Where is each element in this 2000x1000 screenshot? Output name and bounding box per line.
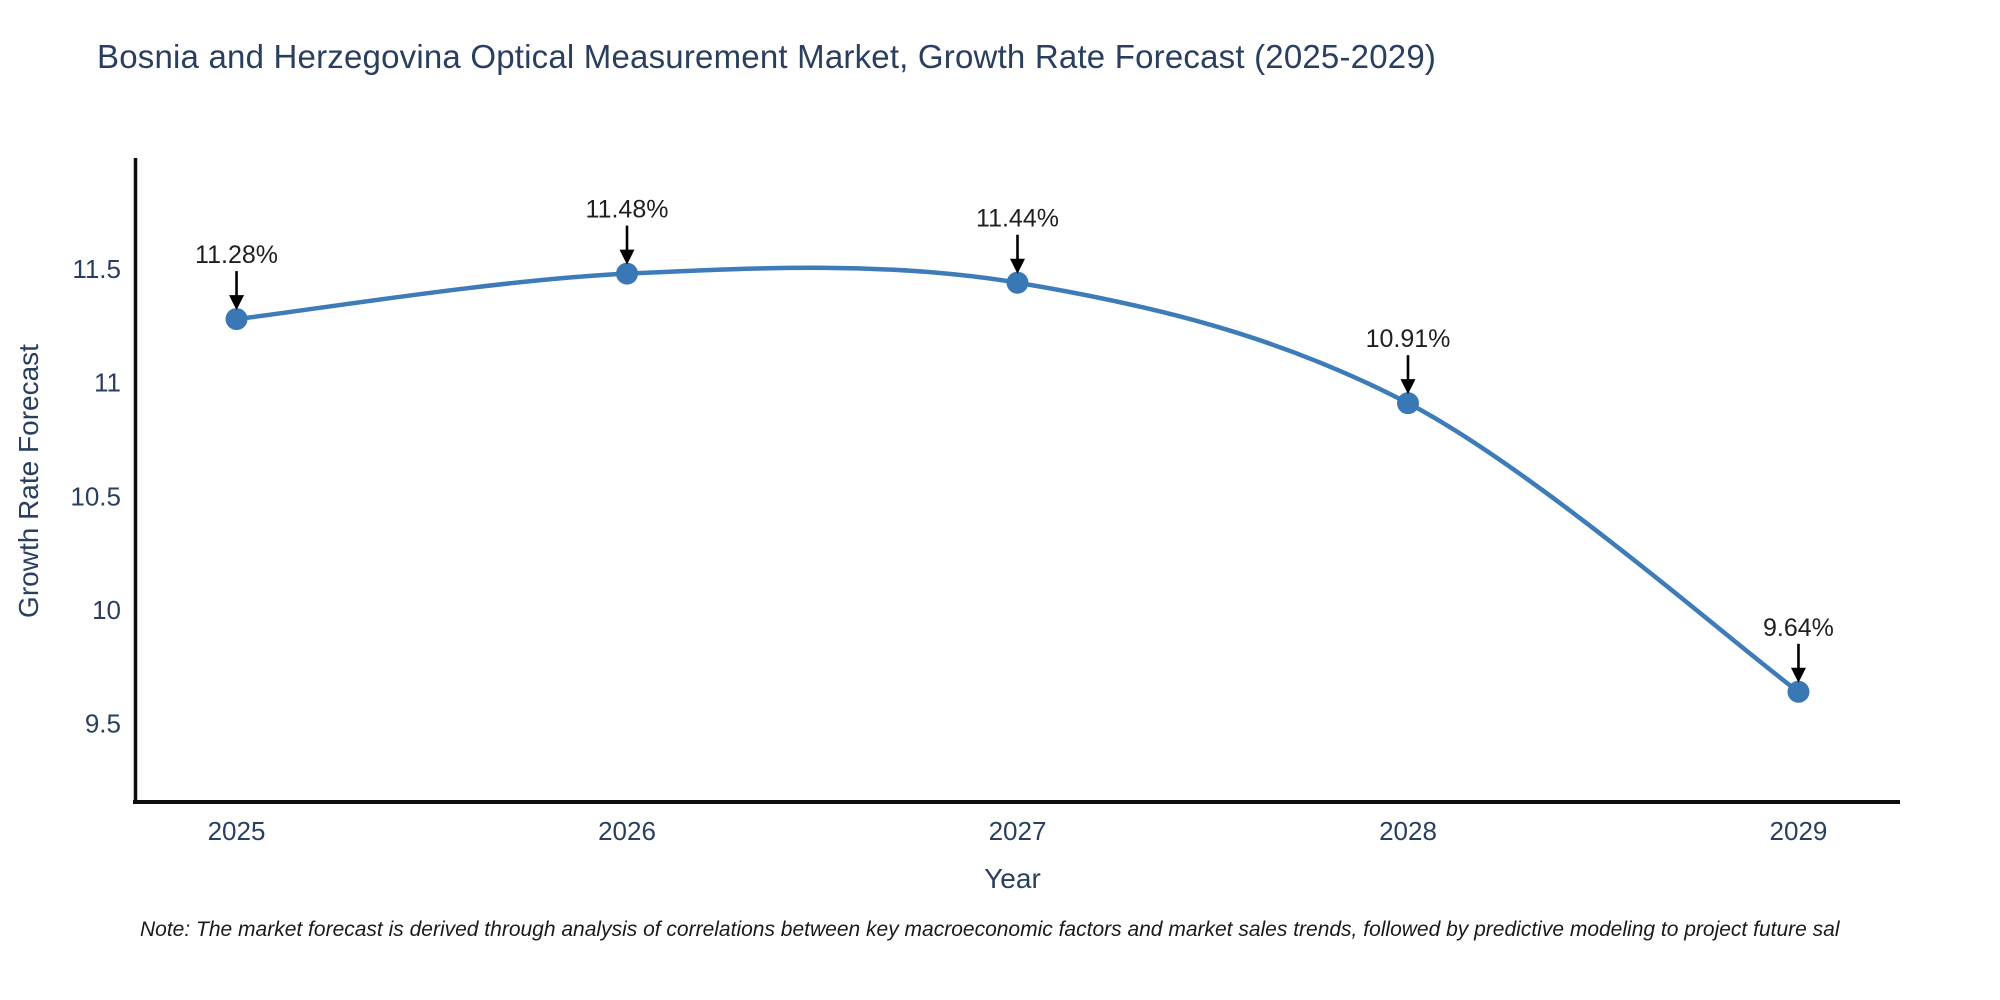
trend-line xyxy=(234,265,1801,695)
data-point-2027[interactable] xyxy=(1006,271,1029,294)
y-tick-label: 9.5 xyxy=(85,709,121,739)
x-tick-label: 2025 xyxy=(208,816,266,846)
y-tick-label: 10.5 xyxy=(70,481,121,511)
data-point-2025[interactable] xyxy=(225,308,248,331)
chart-title: Bosnia and Herzegovina Optical Measureme… xyxy=(97,38,1437,75)
data-point-2029[interactable] xyxy=(1787,680,1810,703)
y-tick-label: 10 xyxy=(92,595,121,625)
chart-footnote: Note: The market forecast is derived thr… xyxy=(140,918,1840,941)
x-axis-title: Year xyxy=(984,863,1041,894)
x-tick-label: 2028 xyxy=(1379,816,1437,846)
y-tick-label: 11 xyxy=(94,368,121,398)
annotation-arrow-head xyxy=(619,249,635,265)
annotation-arrow-head xyxy=(1010,258,1025,274)
y-tick-label: 11.5 xyxy=(72,254,121,284)
x-tick-label: 2027 xyxy=(989,816,1047,846)
annotation-label: 11.28% xyxy=(195,241,278,269)
data-point-2028[interactable] xyxy=(1396,392,1419,415)
x-tick-label: 2026 xyxy=(598,816,656,846)
annotation-arrow-head xyxy=(229,295,245,311)
x-tick-label: 2029 xyxy=(1770,816,1828,846)
annotation-arrow-head xyxy=(1790,667,1806,683)
annotation-label: 10.91% xyxy=(1366,325,1451,353)
annotation-label: 11.48% xyxy=(586,196,669,224)
annotation-label: 9.64% xyxy=(1763,614,1834,642)
y-axis-title: Growth Rate Forecast xyxy=(13,344,44,618)
data-point-2026[interactable] xyxy=(616,262,639,285)
annotation-label: 11.44% xyxy=(976,205,1059,233)
annotation-arrow-head xyxy=(1400,379,1416,395)
